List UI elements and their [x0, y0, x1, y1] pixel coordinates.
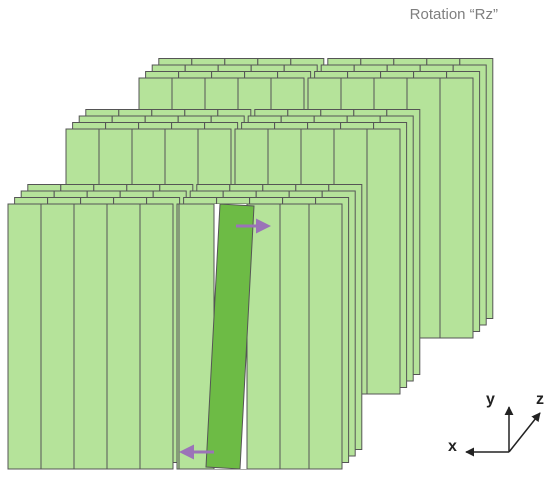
stave — [73, 203, 108, 470]
stave — [106, 203, 141, 470]
stave — [439, 77, 474, 339]
stave — [40, 203, 75, 470]
stave — [308, 203, 343, 470]
stave — [7, 203, 42, 470]
diagram-title: Rotation “Rz” — [409, 6, 498, 23]
stave — [366, 128, 401, 395]
stave — [139, 203, 174, 470]
z-axis-line — [508, 412, 541, 453]
stave — [246, 203, 281, 470]
x-axis-label: x — [448, 438, 457, 455]
rotated-stave-group — [178, 203, 281, 470]
coordinate-axes: y x z — [448, 391, 544, 457]
stave — [275, 203, 310, 470]
y-axis-label: y — [486, 391, 495, 408]
z-axis-label: z — [536, 391, 544, 408]
rotated-stave — [205, 203, 255, 470]
